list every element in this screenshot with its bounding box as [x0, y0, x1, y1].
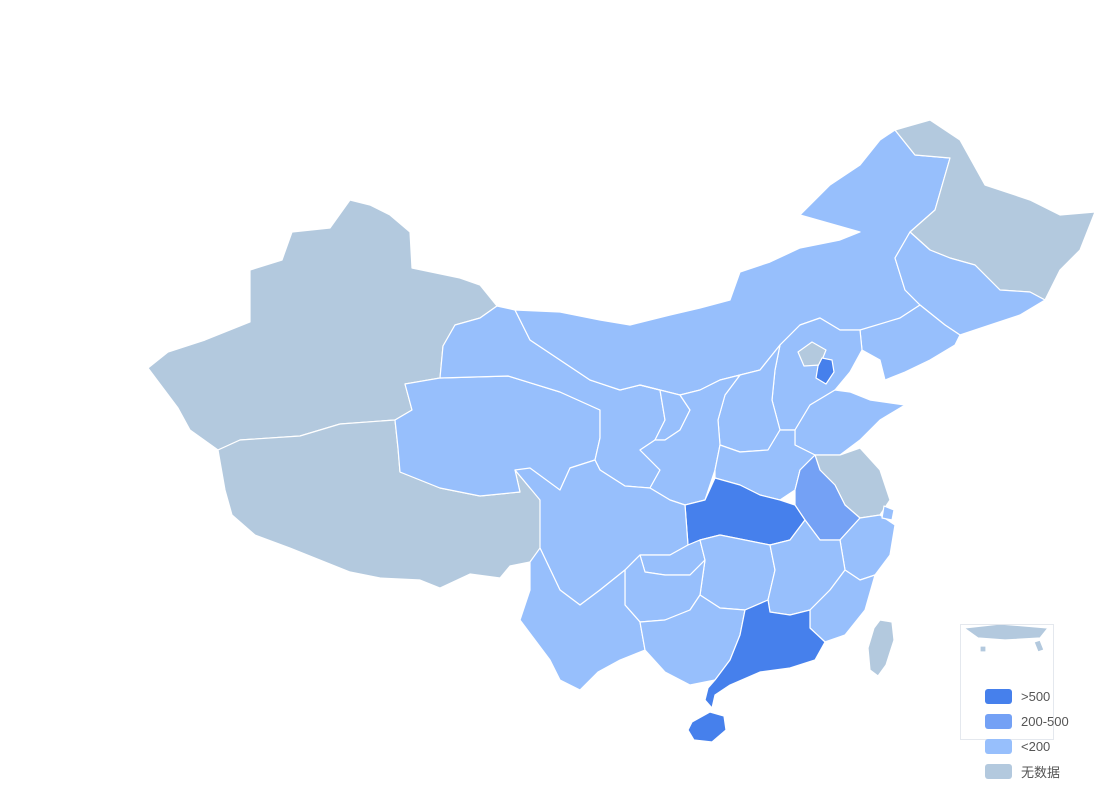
legend-item-low[interactable]: <200 [985, 734, 1095, 759]
legend-label-nodata: 无数据 [1021, 765, 1061, 780]
legend-label-medium: 200-500 [1021, 714, 1069, 729]
legend-swatch-nodata [985, 764, 1012, 779]
province-tianjin[interactable] [815, 357, 835, 385]
map-legend: >500 200-500 <200 无数据 [985, 684, 1095, 784]
province-beijing[interactable] [797, 341, 827, 367]
legend-item-medium[interactable]: 200-500 [985, 709, 1095, 734]
legend-item-nodata[interactable]: 无数据 [985, 759, 1095, 784]
province-yunnan[interactable] [519, 547, 646, 691]
province-hainan[interactable] [687, 711, 727, 743]
province-shanghai[interactable] [881, 505, 895, 521]
legend-swatch-medium [985, 714, 1012, 729]
inset-island-small-2 [1033, 639, 1045, 653]
legend-swatch-low [985, 739, 1012, 754]
province-guangdong[interactable] [704, 599, 826, 709]
province-liaoning[interactable] [859, 304, 961, 381]
legend-swatch-high [985, 689, 1012, 704]
legend-label-high: >500 [1021, 689, 1051, 704]
province-hunan[interactable] [699, 534, 776, 611]
inset-island-small-1 [979, 645, 987, 653]
province-taiwan[interactable] [867, 619, 895, 677]
legend-label-low: <200 [1021, 739, 1051, 754]
legend-item-high[interactable]: >500 [985, 684, 1095, 709]
